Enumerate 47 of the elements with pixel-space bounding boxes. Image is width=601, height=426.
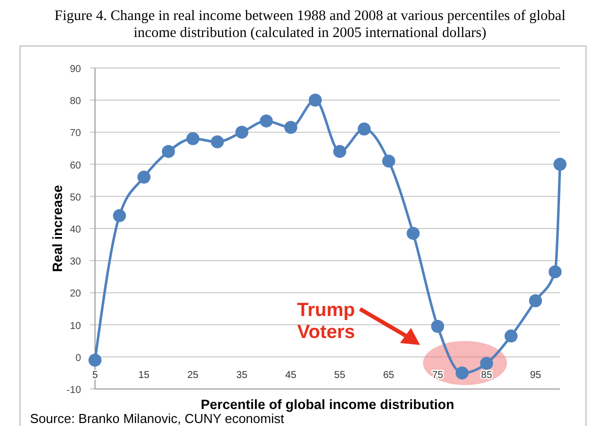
y-axis-title: Real increase (50, 184, 65, 272)
point (284, 120, 298, 134)
point (456, 366, 469, 380)
point (235, 126, 248, 139)
chart-title: Figure 4. Change in real income between 1988 and 2008 at various percentiles of global income distribution (calculated in 2005 international dollars) (54, 8, 566, 41)
point (406, 226, 420, 240)
point (333, 144, 346, 158)
point (260, 114, 273, 128)
x-tick-label: 15 (138, 370, 150, 381)
x-tick-label: 75 (432, 370, 444, 381)
y-tick-label: 50 (70, 192, 82, 204)
x-tick-label: 35 (236, 370, 248, 381)
point (554, 158, 566, 171)
point (480, 356, 494, 370)
source-note: Source: Branko Milanovic, CUNY economist (30, 411, 284, 426)
x-tick-label: 5 (92, 370, 98, 381)
annotation: Trump Voters (296, 300, 355, 343)
x-tick-label: 95 (530, 370, 542, 381)
x-tick-label: 45 (285, 370, 297, 381)
x-tick-label: 25 (187, 370, 199, 381)
x-tick-label: 65 (383, 370, 395, 381)
point (529, 294, 542, 308)
y-tick-label: 80 (70, 96, 82, 108)
x-tick-label: 55 (334, 370, 346, 381)
point (88, 354, 102, 367)
x-tick-label: 85 (481, 370, 493, 381)
y-tick-label: 70 (70, 128, 82, 140)
point (358, 122, 371, 136)
y-tick-label: -10 (66, 385, 82, 396)
point (382, 154, 396, 168)
y-tick-label: 60 (70, 160, 82, 172)
point (112, 209, 126, 222)
point (548, 265, 562, 278)
point (210, 135, 224, 148)
y-tick-label: 20 (70, 288, 82, 300)
y-tick-label: 90 (70, 64, 82, 75)
y-tick-label: 30 (70, 256, 82, 268)
y-tick-label: 10 (70, 320, 82, 332)
y-tick-label: 40 (70, 224, 82, 236)
point (186, 132, 200, 146)
point (308, 94, 322, 107)
x-axis-title: Percentile of global income distribution (200, 397, 454, 412)
y-tick-label: 0 (75, 352, 82, 364)
point (162, 144, 175, 158)
point (431, 320, 444, 333)
point (504, 330, 518, 343)
point (137, 170, 150, 184)
